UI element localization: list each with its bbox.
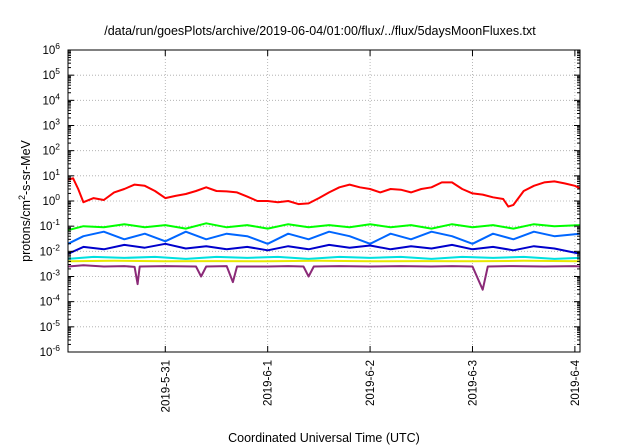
x-tick-label: 2019-5-31 [160, 360, 172, 412]
y-tick-base: 10 [40, 347, 53, 359]
series-line-7 [68, 264, 580, 291]
y-tick-exponent: 2 [55, 142, 60, 152]
y-tick-label: 105 [42, 66, 60, 82]
series-line-1 [68, 177, 580, 208]
series-layer [68, 177, 580, 291]
series-line-5 [68, 255, 580, 260]
y-tick-exponent: 5 [55, 66, 60, 76]
y-tick-base: 10 [40, 297, 53, 309]
y-tick-exponent: -3 [52, 268, 60, 278]
y-tick-label: 101 [42, 167, 60, 183]
series-line-6 [68, 259, 580, 263]
grid [68, 50, 580, 352]
x-tick-labels: 2019-5-31 2019-6-1 2019-6-2 2019-6-3 2019-6-… [160, 359, 582, 412]
y-tick-base: 10 [40, 322, 53, 334]
x-tick-label: 2019-6-4 [570, 359, 582, 406]
x-axis-label: Coordinated Universal Time (UTC) [228, 431, 420, 445]
y-tick-exponent: -1 [52, 217, 60, 227]
y-tick-exponent: -5 [52, 318, 60, 328]
ticks [68, 49, 580, 353]
y-tick-base: 10 [40, 246, 53, 258]
y-tick-exponent: -6 [52, 343, 60, 353]
x-tick-label: 2019-6-3 [467, 360, 479, 406]
y-tick-base: 10 [42, 121, 55, 133]
y-axis-label: protons/cm2-s-sr-MeV [17, 139, 33, 261]
y-tick-label: 10-2 [40, 242, 61, 258]
y-tick-base: 10 [42, 171, 55, 183]
y-tick-exponent: 4 [55, 91, 60, 101]
y-tick-exponent: -2 [52, 242, 60, 252]
x-tick-label: 2019-6-1 [263, 360, 275, 406]
y-tick-exponent: 6 [55, 41, 60, 51]
y-tick-base: 10 [42, 45, 55, 57]
y-tick-label: 100 [42, 192, 60, 208]
y-tick-labels: 10-610-510-410-310-210-11001011021031041… [40, 41, 61, 359]
y-tick-exponent: 1 [55, 167, 60, 177]
y-axis-label-main: protons/cm [19, 200, 33, 262]
y-tick-exponent: -4 [52, 293, 60, 303]
y-tick-base: 10 [42, 70, 55, 82]
y-tick-exponent: 0 [55, 192, 60, 202]
y-tick-label: 10-1 [40, 217, 61, 233]
y-axis-label-superscript: 2 [17, 195, 27, 200]
y-tick-base: 10 [42, 146, 55, 158]
y-tick-base: 10 [40, 221, 53, 233]
series-line-3 [68, 230, 580, 245]
series-line-4 [68, 242, 580, 255]
y-tick-label: 10-5 [40, 318, 61, 334]
y-tick-base: 10 [40, 272, 53, 284]
y-tick-label: 106 [42, 41, 60, 57]
y-tick-label: 10-6 [40, 343, 61, 359]
chart-title: /data/run/goesPlots/archive/2019-06-04/0… [104, 24, 536, 38]
y-tick-label: 10-4 [40, 293, 61, 309]
series-line-2 [68, 222, 580, 232]
y-tick-label: 103 [42, 117, 60, 133]
y-tick-base: 10 [42, 95, 55, 107]
y-tick-exponent: 3 [55, 117, 60, 127]
y-tick-label: 10-3 [40, 268, 61, 284]
y-tick-base: 10 [42, 196, 55, 208]
y-axis-label-tail: -s-sr-MeV [19, 139, 33, 195]
y-tick-label: 102 [42, 142, 60, 158]
y-tick-label: 104 [42, 91, 60, 107]
x-tick-label: 2019-6-2 [365, 360, 377, 406]
